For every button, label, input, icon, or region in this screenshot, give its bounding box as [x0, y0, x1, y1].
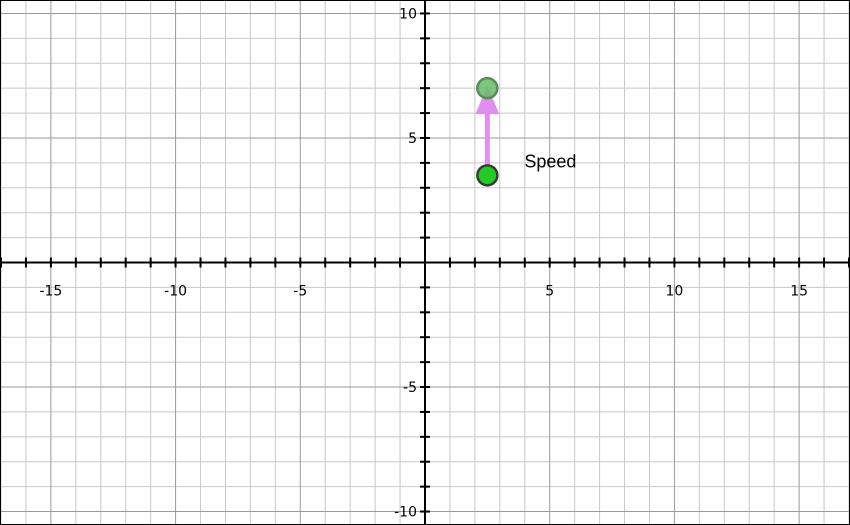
y-tick-label-neg10: -10 [394, 505, 417, 521]
x-tick-label-5: 5 [545, 284, 554, 300]
vector-arrowhead[interactable] [475, 86, 500, 115]
vector-tip-point[interactable] [476, 76, 499, 100]
axis-tick-labels: -15 -10 -5 5 10 15 10 5 -5 -10 [39, 6, 808, 520]
x-tick-label-15: 15 [790, 284, 808, 300]
axis-ticks [1, 12, 849, 513]
speed-vector[interactable]: Speed [475, 76, 576, 187]
y-tick-label-5: 5 [408, 131, 417, 147]
y-tick-label-neg5: -5 [403, 380, 417, 396]
x-tick-label-neg5: -5 [293, 284, 307, 300]
x-tick-label-neg15: -15 [39, 284, 62, 300]
x-tick-label-neg10: -10 [164, 284, 187, 300]
y-tick-label-10: 10 [399, 6, 417, 22]
x-tick-label-10: 10 [665, 284, 683, 300]
vector-base-point[interactable] [476, 164, 499, 187]
vector-label: Speed [524, 151, 576, 171]
